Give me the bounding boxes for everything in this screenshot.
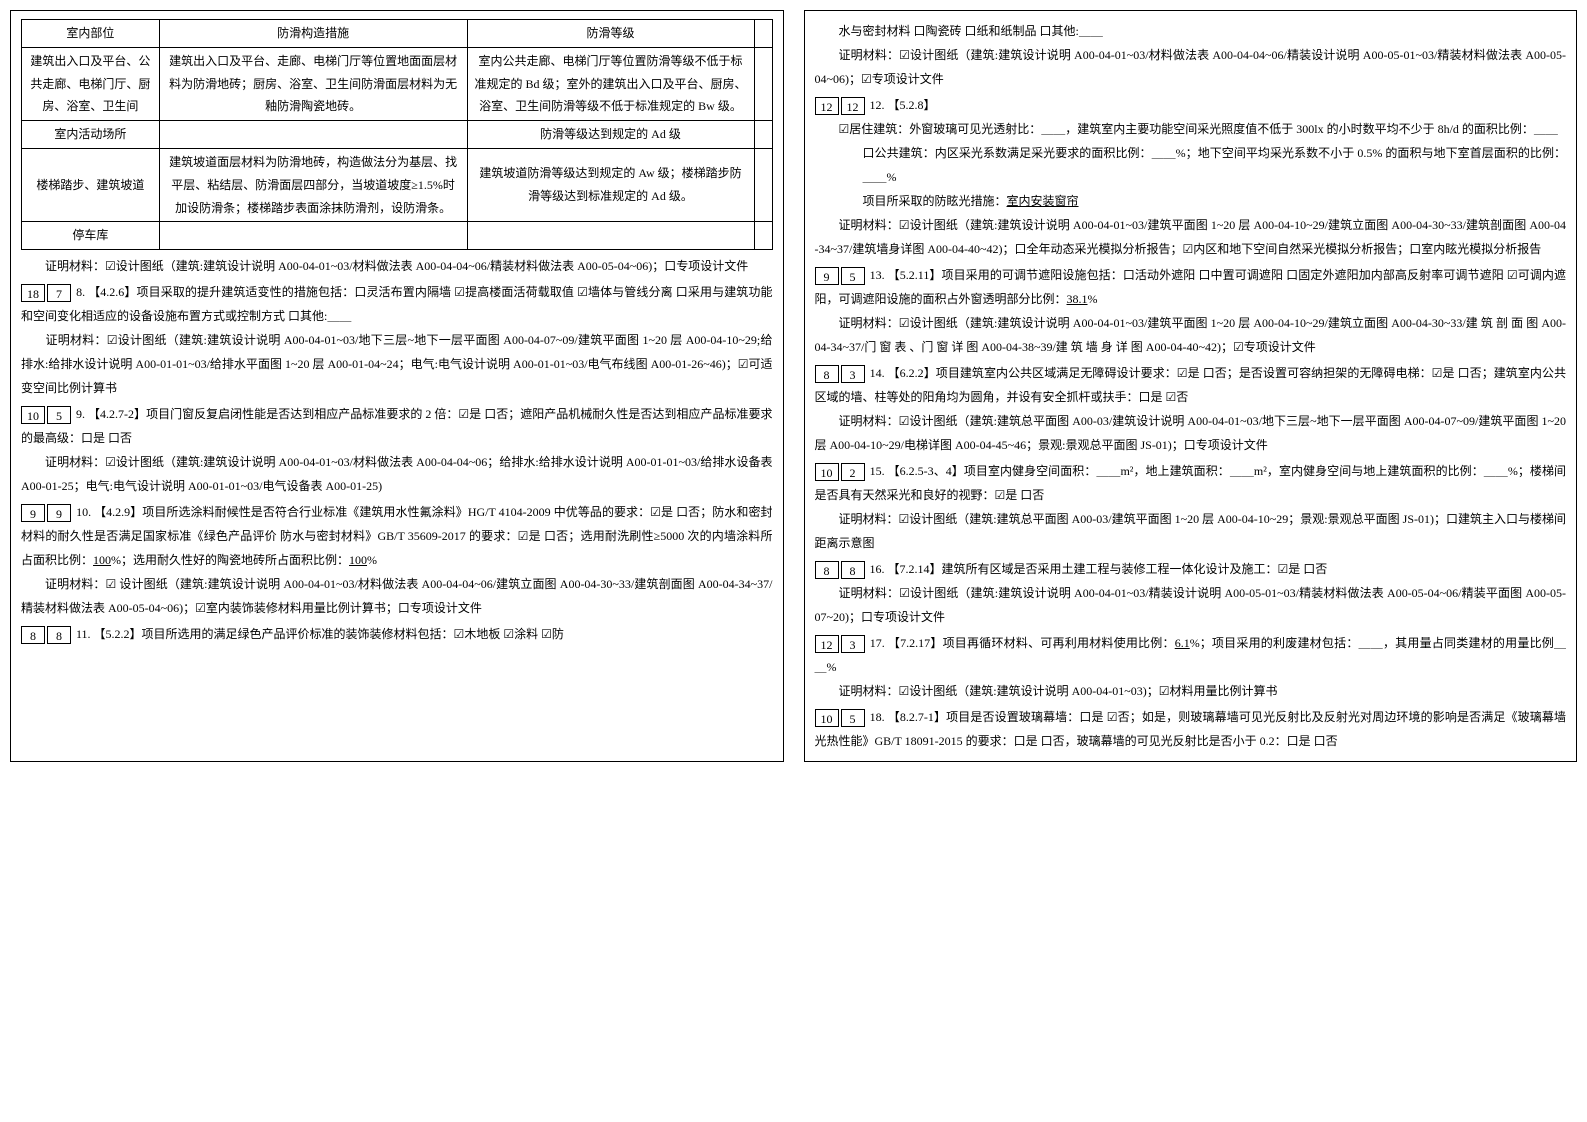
cell-r2c4 bbox=[754, 121, 772, 149]
p13-evidence: 证明材料：☑设计图纸（建筑:建筑设计说明 A00-04-01~03/建筑平面图 … bbox=[815, 311, 1567, 359]
cell-r1c1: 建筑出入口及平台、公共走廊、电梯门厅、厨房、浴室、卫生间 bbox=[22, 47, 160, 120]
score-8a: 18 bbox=[21, 284, 45, 302]
p12-measure: 项目所采取的防眩光措施：室内安装窗帘 bbox=[815, 189, 1567, 213]
cell-r3c1: 楼梯踏步、建筑坡道 bbox=[22, 148, 160, 221]
p17-evidence: 证明材料：☑设计图纸（建筑:建筑设计说明 A00-04-01~03)；☑材料用量… bbox=[815, 679, 1567, 703]
p11-cont: 水与密封材料 口陶瓷砖 口纸和纸制品 口其他:＿＿ bbox=[815, 19, 1567, 43]
p13-fill: 38.1 bbox=[1067, 292, 1088, 306]
item-12: 1212 12. 【5.2.8】 bbox=[815, 93, 1567, 117]
cell-r3c3: 建筑坡道防滑等级达到规定的 Aw 级；楼梯踏步防滑等级达到标准规定的 Ad 级。 bbox=[467, 148, 754, 221]
p12-l2: 口公共建筑：内区采光系数满足采光要求的面积比例：＿＿%；地下空间平均采光系数不小… bbox=[815, 141, 1567, 189]
score-17a: 12 bbox=[815, 635, 839, 653]
score-13b: 5 bbox=[841, 267, 865, 285]
left-column: 室内部位 防滑构造措施 防滑等级 建筑出入口及平台、公共走廊、电梯门厅、厨房、浴… bbox=[10, 10, 784, 762]
p16-evidence: 证明材料：☑设计图纸（建筑:建筑设计说明 A00-04-01~03/精装设计说明… bbox=[815, 581, 1567, 629]
score-9a: 10 bbox=[21, 406, 45, 424]
p10-u2: % bbox=[367, 553, 377, 567]
p12-measure-label: 项目所采取的防眩光措施： bbox=[863, 194, 1007, 208]
score-18b: 5 bbox=[841, 709, 865, 727]
cell-r3c4 bbox=[754, 148, 772, 221]
score-10b: 9 bbox=[47, 504, 71, 522]
cell-r1c4 bbox=[754, 47, 772, 120]
p14-evidence: 证明材料：☑设计图纸（建筑:建筑总平面图 A00-03/建筑设计说明 A00-0… bbox=[815, 409, 1567, 457]
p12-l1: ☑居住建筑：外窗玻璃可见光透射比：＿＿，建筑室内主要功能空间采光照度值不低于 3… bbox=[815, 117, 1567, 141]
item-16: 88 16. 【7.2.14】建筑所有区域是否采用土建工程与装修工程一体化设计及… bbox=[815, 557, 1567, 581]
score-14a: 8 bbox=[815, 365, 839, 383]
item-15: 102 15. 【6.2.5-3、4】项目室内健身空间面积：＿＿m²，地上建筑面… bbox=[815, 459, 1567, 507]
p8-evidence: 缩进证明材料：☑设计图纸（建筑:建筑设计说明 A00-04-01~03/地下三层… bbox=[21, 328, 773, 400]
p16-text: 16. 【7.2.14】建筑所有区域是否采用土建工程与装修工程一体化设计及施工：… bbox=[870, 562, 1328, 576]
score-11a: 8 bbox=[21, 626, 45, 644]
score-15a: 10 bbox=[815, 463, 839, 481]
p12-measure-value: 室内安装窗帘 bbox=[1007, 194, 1079, 208]
cell-r1c2: 建筑出入口及平台、走廊、电梯门厅等位置地面面层材料为防滑地砖；厨房、浴室、卫生间… bbox=[159, 47, 467, 120]
p13-text: 13. 【5.2.11】项目采用的可调节遮阳设施包括：口活动外遮阳 口中置可调遮… bbox=[815, 268, 1567, 306]
item-10: 99 10. 【4.2.9】项目所选涂料耐候性是否符合行业标准《建筑用水性氟涂料… bbox=[21, 500, 773, 572]
p13-unit: % bbox=[1088, 292, 1098, 306]
right-column: 水与密封材料 口陶瓷砖 口纸和纸制品 口其他:＿＿ 证明材料：☑设计图纸（建筑:… bbox=[804, 10, 1578, 762]
score-17b: 3 bbox=[841, 635, 865, 653]
cell-r4c2 bbox=[159, 222, 467, 250]
p10-fill2: 100 bbox=[349, 553, 367, 567]
score-13a: 9 bbox=[815, 267, 839, 285]
cell-r1c3: 室内公共走廊、电梯门厅等位置防滑等级不低于标准规定的 Bd 级；室外的建筑出入口… bbox=[467, 47, 754, 120]
cell-r2c3: 防滑等级达到规定的 Ad 级 bbox=[467, 121, 754, 149]
score-15b: 2 bbox=[841, 463, 865, 481]
cell-r2c1: 室内活动场所 bbox=[22, 121, 160, 149]
cell-r4c1: 停车库 bbox=[22, 222, 160, 250]
th-measure: 防滑构造措施 bbox=[159, 20, 467, 48]
cell-r4c3 bbox=[467, 222, 754, 250]
p11-evidence: 证明材料：☑设计图纸（建筑:建筑设计说明 A00-04-01~03/材料做法表 … bbox=[815, 43, 1567, 91]
p15-evidence: 证明材料：☑设计图纸（建筑:建筑总平面图 A00-03/建筑平面图 1~20 层… bbox=[815, 507, 1567, 555]
p9-evidence: 缩进证明材料：☑设计图纸（建筑:建筑设计说明 A00-04-01~03/材料做法… bbox=[21, 450, 773, 498]
item-14: 83 14. 【6.2.2】项目建筑室内公共区域满足无障碍设计要求：☑是 口否；… bbox=[815, 361, 1567, 409]
score-8b: 7 bbox=[47, 284, 71, 302]
score-14b: 3 bbox=[841, 365, 865, 383]
p12-evidence: 证明材料：☑设计图纸（建筑:建筑设计说明 A00-04-01~03/建筑平面图 … bbox=[815, 213, 1567, 261]
p10-fill1: 100 bbox=[93, 553, 111, 567]
score-16a: 8 bbox=[815, 561, 839, 579]
p12-text: 12. 【5.2.8】 bbox=[870, 98, 936, 112]
score-12b: 12 bbox=[841, 97, 865, 115]
item-9: 105 9. 【4.2.7-2】项目门窗反复启闭性能是否达到相应产品标准要求的 … bbox=[21, 402, 773, 450]
cell-r2c2 bbox=[159, 121, 467, 149]
score-16b: 8 bbox=[841, 561, 865, 579]
anti-slip-table: 室内部位 防滑构造措施 防滑等级 建筑出入口及平台、公共走廊、电梯门厅、厨房、浴… bbox=[21, 19, 773, 250]
item-17: 123 17. 【7.2.17】项目再循环材料、可再利用材料使用比例：6.1%；… bbox=[815, 631, 1567, 679]
score-11b: 8 bbox=[47, 626, 71, 644]
item-11: 88 11. 【5.2.2】项目所选用的满足绿色产品评价标准的装饰装修材料包括：… bbox=[21, 622, 773, 646]
score-18a: 10 bbox=[815, 709, 839, 727]
item-8: 187 8. 【4.2.6】项目采取的提升建筑适变性的措施包括：口灵活布置内隔墙… bbox=[21, 280, 773, 328]
score-12a: 12 bbox=[815, 97, 839, 115]
p8-text: 8. 【4.2.6】项目采取的提升建筑适变性的措施包括：口灵活布置内隔墙 ☑提高… bbox=[21, 285, 773, 323]
th-location: 室内部位 bbox=[22, 20, 160, 48]
th-blank bbox=[754, 20, 772, 48]
p15-text: 15. 【6.2.5-3、4】项目室内健身空间面积：＿＿m²，地上建筑面积：＿＿… bbox=[815, 464, 1567, 502]
p10-u1: %；选用耐久性好的陶瓷地砖所占面积比例： bbox=[111, 553, 349, 567]
cell-r4c4 bbox=[754, 222, 772, 250]
p11-text: 11. 【5.2.2】项目所选用的满足绿色产品评价标准的装饰装修材料包括：☑木地… bbox=[76, 627, 564, 641]
cell-r3c2: 建筑坡道面层材料为防滑地砖，构造做法分为基层、找平层、粘结层、防滑面层四部分，当… bbox=[159, 148, 467, 221]
p7-evidence: 证明材料：☑设计图纸（建筑:建筑设计说明 A00-04-01~03/材料做法表 … bbox=[21, 254, 773, 278]
p17-text-a: 17. 【7.2.17】项目再循环材料、可再利用材料使用比例： bbox=[870, 636, 1175, 650]
score-10a: 9 bbox=[21, 504, 45, 522]
p14-text: 14. 【6.2.2】项目建筑室内公共区域满足无障碍设计要求：☑是 口否；是否设… bbox=[815, 366, 1567, 404]
score-9b: 5 bbox=[47, 406, 71, 424]
p17-fill: 6.1 bbox=[1175, 636, 1190, 650]
th-grade: 防滑等级 bbox=[467, 20, 754, 48]
p18-text: 18. 【8.2.7-1】项目是否设置玻璃幕墙：口是 ☑否；如是，则玻璃幕墙可见… bbox=[815, 710, 1567, 748]
p9-text: 9. 【4.2.7-2】项目门窗反复启闭性能是否达到相应产品标准要求的 2 倍：… bbox=[21, 407, 773, 445]
item-13: 95 13. 【5.2.11】项目采用的可调节遮阳设施包括：口活动外遮阳 口中置… bbox=[815, 263, 1567, 311]
item-18: 105 18. 【8.2.7-1】项目是否设置玻璃幕墙：口是 ☑否；如是，则玻璃… bbox=[815, 705, 1567, 753]
p10-evidence: 证明材料：☑ 设计图纸（建筑:建筑设计说明 A00-04-01~03/材料做法表… bbox=[21, 572, 773, 620]
